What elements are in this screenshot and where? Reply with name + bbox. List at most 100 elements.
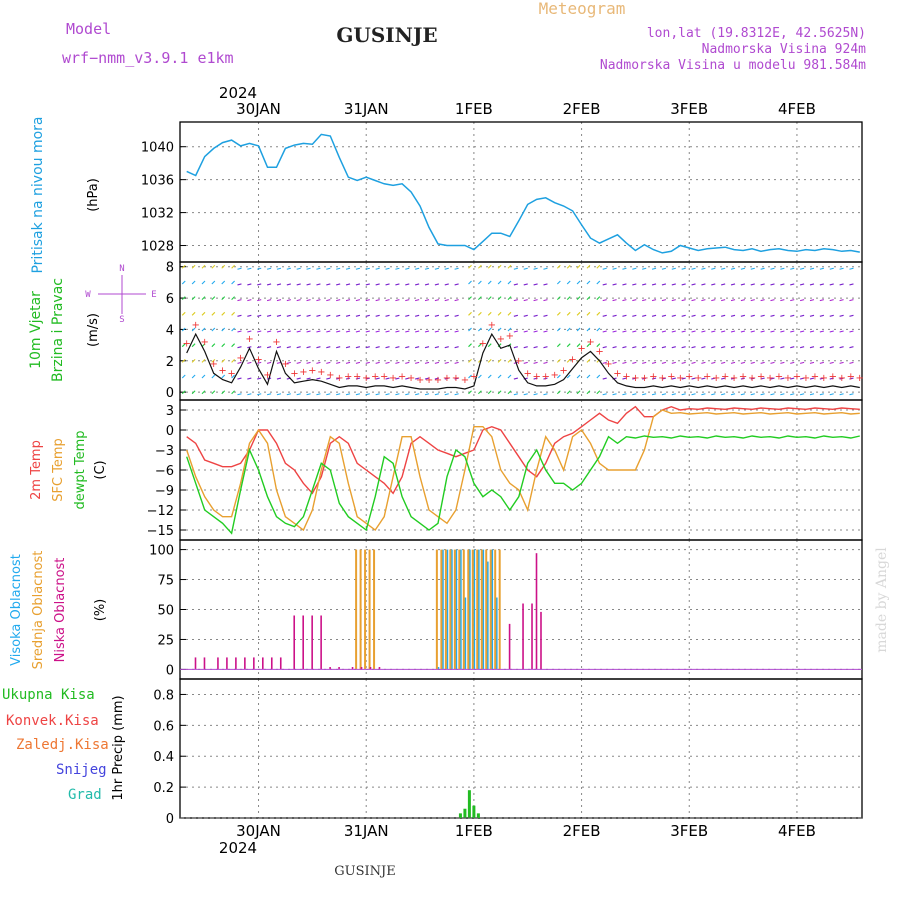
gust-marker: + [730, 373, 738, 384]
wind-arrow [201, 327, 206, 332]
wind-arrow [385, 283, 390, 286]
wind-arrow [237, 330, 242, 333]
wind-arrow [221, 280, 226, 285]
wind-arrow [497, 374, 502, 379]
wind-arrow [415, 283, 420, 286]
wind-arrow [596, 374, 601, 379]
wind-arrow [316, 299, 321, 302]
wind-arrow [602, 267, 607, 270]
gust-marker: + [344, 372, 352, 383]
wind-arrow [405, 314, 410, 317]
temp-sfc-line [186, 409, 860, 532]
cloud-bar [360, 667, 363, 670]
cloud-bar [235, 657, 237, 670]
wind-arrow [671, 330, 676, 333]
wind-arrow [201, 311, 206, 316]
gust-marker: + [595, 347, 603, 358]
wind-arrow [513, 330, 518, 333]
gust-marker: + [416, 375, 424, 386]
y-tick-label: 1032 [141, 207, 174, 222]
cloud-bar [476, 549, 479, 670]
temp-label-1: 2m Temp [29, 440, 44, 500]
wind-arrow [730, 346, 736, 349]
wind-arrow [730, 377, 736, 380]
wind-arrow [211, 358, 216, 363]
gust-marker: + [838, 373, 846, 384]
wind-arrow [497, 358, 502, 363]
wind-arrow [296, 393, 301, 396]
cloud-bar [194, 657, 197, 670]
panel-frame [179, 121, 863, 263]
wind-arrow [365, 267, 370, 270]
wind-arrow [266, 393, 272, 396]
cloud-unit: (%) [93, 599, 108, 622]
wind-arrow [247, 330, 252, 333]
gust-marker: + [362, 373, 370, 384]
wind-arrow [651, 283, 657, 286]
wind-arrow [316, 283, 321, 286]
wind-arrow [365, 346, 370, 349]
wind-arrow [651, 361, 657, 364]
wind-arrow [651, 314, 657, 317]
cloud-bar [293, 615, 296, 670]
wind-arrow [237, 267, 242, 270]
gust-marker: + [811, 372, 819, 383]
wind-arrow [286, 283, 291, 286]
gust-marker: + [533, 372, 541, 383]
top-day-labels: 30JAN 31JAN 1FEB 2FEB 3FEB 4FEB [236, 100, 816, 118]
model-label: Model [66, 20, 111, 38]
wind-arrow [306, 299, 311, 302]
gust-marker: + [200, 337, 208, 348]
wind-arrow [760, 314, 765, 317]
wind-arrow [513, 299, 518, 302]
day-label-top: 4FEB [778, 100, 816, 118]
wind-arrow [556, 296, 561, 301]
wind-arrow [586, 390, 591, 395]
wind-arrow [415, 299, 420, 302]
wind-arrow [405, 361, 410, 364]
wind-arrow [533, 267, 538, 270]
wind-arrow [730, 330, 736, 333]
wind-arrow [191, 343, 196, 348]
wind-arrow [487, 327, 492, 332]
wind-arrow [395, 330, 400, 333]
wind-arrow [849, 393, 854, 396]
wind-arrow [671, 393, 676, 396]
wind-arrow [487, 296, 492, 301]
y-tick-label: 0.2 [153, 781, 174, 796]
gust-marker: + [407, 373, 415, 384]
wind-arrow [513, 314, 518, 317]
model-elevation-label: Nadmorska Visina u modelu 981.584m [600, 58, 866, 73]
wind-arrow [415, 267, 420, 270]
wind-arrow [576, 374, 581, 379]
year-top: 2024 [219, 84, 257, 102]
wind-arrow [497, 264, 502, 269]
wind-arrow [385, 361, 390, 364]
wind-arrow [477, 311, 482, 316]
wind-arrow [355, 299, 361, 302]
wind-arrow [191, 390, 196, 395]
wind-arrow [622, 377, 627, 380]
wind-arrow [556, 280, 561, 285]
wind-arrow [730, 361, 736, 364]
day-label-bottom: 2FEB [563, 822, 601, 840]
wind-arrow [355, 267, 361, 270]
wind-arrow [487, 311, 492, 316]
wind-arrow [612, 346, 617, 349]
wind-arrow [221, 327, 226, 332]
gust-marker: + [847, 372, 855, 383]
wind-arrow [556, 327, 561, 332]
wind-arrow [661, 393, 667, 396]
wind-arrow [780, 330, 785, 333]
precip-label-hail: Grad [68, 787, 102, 803]
wind-arrow [770, 377, 775, 380]
wind-arrow [444, 283, 449, 286]
wind-arrow [780, 346, 785, 349]
wind-arrow [799, 361, 805, 364]
wind-arrow [454, 377, 459, 380]
cloud-bar [226, 657, 228, 670]
wind-arrow [231, 296, 235, 301]
cloud-bar [462, 549, 465, 670]
wind-arrow [415, 393, 420, 396]
wind-arrow [809, 330, 815, 333]
